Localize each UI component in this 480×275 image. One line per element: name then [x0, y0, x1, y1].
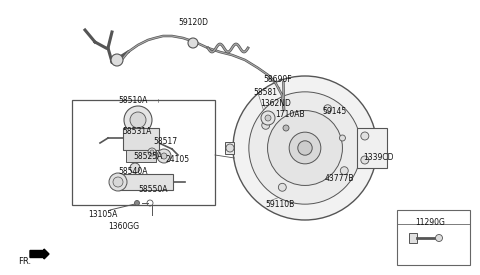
Circle shape	[340, 167, 348, 175]
Circle shape	[435, 235, 443, 241]
Text: 58517: 58517	[153, 137, 177, 146]
Bar	[397, 210, 470, 265]
Circle shape	[111, 54, 123, 66]
Text: 43777B: 43777B	[325, 174, 355, 183]
Text: 1339CD: 1339CD	[363, 153, 394, 162]
Circle shape	[130, 163, 140, 173]
Text: 58525A: 58525A	[133, 152, 162, 161]
Bar	[126, 150, 156, 162]
Circle shape	[157, 149, 171, 163]
Bar	[123, 128, 159, 150]
Circle shape	[265, 115, 271, 121]
Circle shape	[188, 38, 198, 48]
Text: 11290G: 11290G	[415, 218, 445, 227]
Text: 58510A: 58510A	[118, 96, 147, 105]
Circle shape	[233, 76, 377, 220]
Circle shape	[278, 183, 286, 191]
Circle shape	[262, 121, 270, 129]
Circle shape	[161, 153, 167, 159]
Text: 59120D: 59120D	[178, 18, 208, 27]
Circle shape	[130, 112, 146, 128]
FancyArrow shape	[30, 249, 49, 259]
Text: 13105A: 13105A	[88, 210, 118, 219]
Circle shape	[113, 177, 123, 187]
Circle shape	[109, 173, 127, 191]
Circle shape	[134, 200, 140, 205]
Circle shape	[261, 111, 275, 125]
Text: 58581: 58581	[253, 88, 277, 97]
Circle shape	[267, 111, 342, 185]
Bar	[72, 100, 215, 205]
Circle shape	[148, 148, 156, 156]
Circle shape	[339, 135, 346, 141]
Bar	[118, 174, 173, 190]
Text: FR.: FR.	[18, 257, 31, 266]
Text: 58690F: 58690F	[263, 75, 292, 84]
Circle shape	[289, 132, 321, 164]
Text: 58531A: 58531A	[122, 127, 151, 136]
Bar	[409, 233, 417, 243]
Bar	[225, 142, 234, 154]
Circle shape	[361, 156, 369, 164]
Text: 1362ND: 1362ND	[260, 99, 291, 108]
Text: 58540A: 58540A	[118, 167, 147, 176]
Circle shape	[150, 150, 154, 154]
Text: 58550A: 58550A	[138, 185, 168, 194]
Circle shape	[361, 132, 369, 140]
Text: 24105: 24105	[165, 155, 189, 164]
Text: 59145: 59145	[322, 107, 346, 116]
Text: 59110B: 59110B	[265, 200, 294, 209]
Circle shape	[324, 105, 332, 113]
Circle shape	[124, 106, 152, 134]
Text: 1360GG: 1360GG	[108, 222, 139, 231]
Bar	[357, 128, 387, 168]
Circle shape	[298, 141, 312, 155]
Circle shape	[283, 125, 289, 131]
Circle shape	[226, 144, 234, 152]
Text: 1710AB: 1710AB	[275, 110, 305, 119]
Circle shape	[249, 92, 361, 204]
